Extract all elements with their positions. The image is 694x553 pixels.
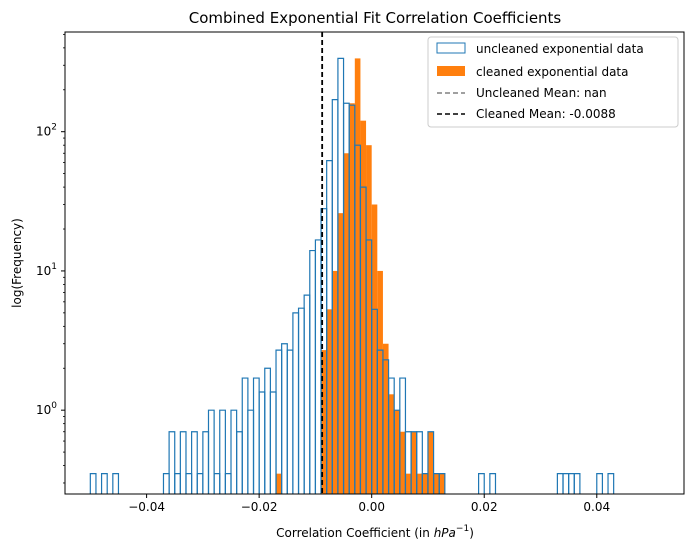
x-axis-label-suffix: ) — [469, 526, 474, 540]
uncleaned-bin-step — [489, 473, 497, 494]
uncleaned-bin-step — [573, 473, 581, 494]
uncleaned-bin-step — [247, 409, 255, 494]
uncleaned-bin-step — [207, 409, 215, 494]
legend-box — [427, 36, 679, 128]
cleaned-bar — [439, 473, 445, 494]
uncleaned-bin-step — [162, 473, 170, 494]
cleaned-bar — [422, 473, 428, 494]
uncleaned-bin-step — [568, 473, 575, 494]
cleaned-bar — [388, 394, 395, 494]
y-tick-label: 100 — [36, 401, 57, 417]
uncleaned-bin-step — [269, 391, 277, 494]
uncleaned-bin-step — [196, 473, 204, 494]
uncleaned-bin-step — [174, 473, 181, 494]
legend-label-uncleaned-mean: Uncleaned Mean: nan — [476, 86, 607, 100]
uncleaned-bin-step — [236, 431, 243, 494]
uncleaned-bin-step — [416, 431, 423, 494]
x-tick-label: −0.02 — [241, 500, 278, 514]
x-tick-label: 0.04 — [583, 500, 610, 514]
x-axis-label: Correlation Coefficient (in hPa−1) — [276, 524, 474, 540]
uncleaned-bin-step — [213, 473, 221, 494]
x-tick-label: −0.04 — [128, 500, 165, 514]
y-tick-label: 101 — [36, 262, 57, 278]
uncleaned-bin-step — [281, 343, 288, 494]
cleaned-bar — [416, 473, 423, 494]
uncleaned-bin-step — [191, 431, 198, 494]
cleaned-bar — [337, 213, 344, 494]
cleaned-bar — [427, 431, 434, 494]
uncleaned-bin-step — [224, 473, 232, 494]
legend-label-cleaned: cleaned exponential data — [476, 65, 628, 79]
uncleaned-bin-step — [427, 431, 435, 494]
plot-frame — [64, 31, 685, 495]
cleaned-bar — [371, 204, 378, 494]
legend-swatch-uncleaned — [436, 42, 466, 54]
uncleaned-bin-step — [297, 307, 305, 494]
uncleaned-bin-step — [89, 473, 97, 494]
cleaned-bar — [326, 309, 333, 494]
cleaned-bar — [411, 431, 417, 494]
uncleaned-bin-step — [286, 349, 294, 494]
plot-area — [89, 32, 615, 494]
cleaned-bar — [399, 431, 406, 494]
cleaned-bar — [366, 145, 372, 494]
uncleaned-bin-step — [241, 377, 249, 494]
uncleaned-bin-step — [252, 377, 260, 494]
cleaned-bar — [360, 120, 367, 494]
uncleaned-bin-step — [230, 409, 238, 494]
uncleaned-bin-step — [292, 312, 300, 494]
y-axis: 100 101 102 — [36, 33, 65, 484]
uncleaned-bin-step — [219, 409, 226, 494]
uncleaned-bin-step — [264, 367, 271, 494]
uncleaned-bin-step — [275, 349, 283, 494]
uncleaned-bin-step — [478, 473, 485, 494]
legend-label-uncleaned: uncleaned exponential data — [476, 42, 644, 56]
y-axis-label: log(Frequency) — [10, 218, 24, 308]
x-tick-label: 0.02 — [471, 500, 498, 514]
x-axis-label-unit: hPa — [434, 526, 456, 540]
uncleaned-bin-step — [607, 473, 615, 494]
cleaned-bar — [433, 473, 440, 494]
x-tick-label: 0.00 — [358, 500, 385, 514]
legend: uncleaned exponential data cleaned expon… — [427, 36, 679, 128]
uncleaned-bin-step — [314, 239, 322, 494]
y-tick-label: 102 — [36, 123, 57, 139]
uncleaned-bin-step — [185, 473, 193, 494]
cleaned-bar — [332, 270, 338, 494]
legend-label-cleaned-mean: Cleaned Mean: -0.0088 — [476, 107, 616, 121]
uncleaned-bin-step — [303, 294, 311, 494]
cleaned-bar — [343, 153, 350, 494]
x-axis-label-exponent: −1 — [456, 524, 469, 534]
uncleaned-bin-step — [596, 473, 604, 494]
cleaned-bar — [354, 58, 361, 494]
cleaned-bar — [382, 343, 389, 494]
cleaned-bar — [394, 410, 400, 494]
cleaned-bar — [276, 473, 282, 494]
uncleaned-bin-step — [168, 431, 176, 494]
uncleaned-bin-step — [309, 249, 317, 494]
uncleaned-bin-step — [202, 431, 210, 494]
x-axis-label-prefix: Correlation Coefficient (in — [276, 526, 434, 540]
legend-swatch-cleaned — [437, 66, 465, 76]
cleaned-bar — [405, 473, 412, 494]
x-axis: −0.04 −0.02 0.00 0.02 0.04 — [128, 494, 610, 514]
uncleaned-bin-step — [100, 473, 108, 494]
uncleaned-bin-step — [258, 391, 266, 494]
uncleaned-bin-step — [112, 473, 120, 494]
uncleaned-bin-step — [556, 473, 564, 494]
chart-title: Combined Exponential Fit Correlation Coe… — [189, 9, 562, 27]
uncleaned-bin-step — [179, 431, 187, 494]
uncleaned-bin-step — [438, 473, 446, 494]
cleaned-bar — [349, 103, 355, 494]
cleaned-bar — [321, 350, 327, 494]
uncleaned-bin-step — [562, 473, 570, 494]
cleaned-bar — [377, 270, 383, 494]
